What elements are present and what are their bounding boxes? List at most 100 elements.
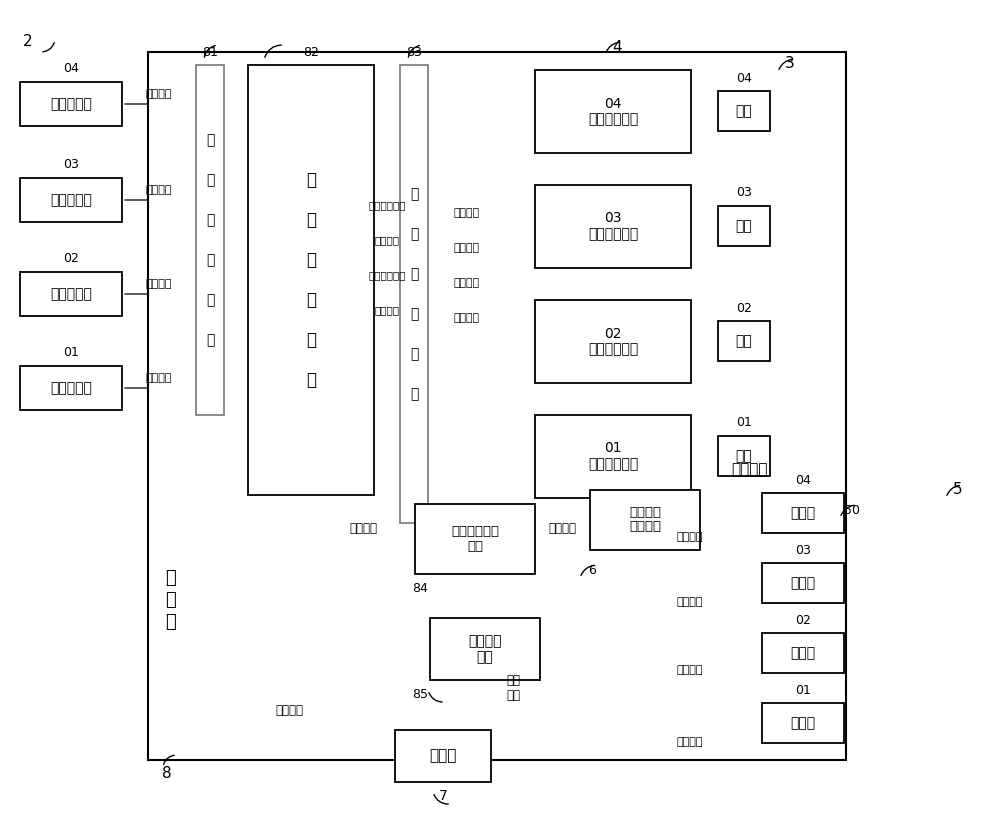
FancyBboxPatch shape [196, 65, 224, 415]
Text: 理: 理 [306, 291, 316, 309]
Text: 6: 6 [588, 564, 596, 577]
Text: 02: 02 [63, 253, 79, 266]
Text: 01: 01 [736, 416, 752, 429]
Text: 限位感应器: 限位感应器 [50, 97, 92, 111]
Text: 块: 块 [306, 371, 316, 389]
Text: 止挡执行装置: 止挡执行装置 [588, 457, 638, 471]
Text: 限位感应器: 限位感应器 [50, 381, 92, 395]
FancyBboxPatch shape [718, 436, 770, 476]
Text: 03: 03 [736, 187, 752, 200]
Text: 挡板指令: 挡板指令 [453, 243, 479, 253]
Text: 7: 7 [439, 789, 447, 803]
Text: 85: 85 [412, 687, 428, 700]
FancyBboxPatch shape [762, 633, 844, 673]
FancyBboxPatch shape [718, 91, 770, 131]
Text: 块: 块 [206, 333, 214, 347]
Text: 有板信号: 有板信号 [677, 532, 703, 542]
Text: 限位感应器: 限位感应器 [50, 287, 92, 301]
FancyBboxPatch shape [590, 490, 700, 550]
Text: 控: 控 [166, 569, 176, 587]
Text: 50: 50 [844, 504, 860, 516]
Text: 央: 央 [306, 211, 316, 229]
FancyBboxPatch shape [415, 504, 535, 574]
FancyBboxPatch shape [148, 52, 846, 760]
Text: 83: 83 [406, 46, 422, 59]
Text: 输送辊道: 输送辊道 [629, 506, 661, 519]
Text: 03: 03 [795, 543, 811, 556]
Text: 04: 04 [795, 474, 811, 487]
Text: 制: 制 [166, 591, 176, 609]
FancyBboxPatch shape [400, 65, 428, 523]
Text: 04: 04 [736, 71, 752, 84]
Text: 感应信号: 感应信号 [146, 185, 172, 195]
FancyBboxPatch shape [20, 272, 122, 316]
Text: 块: 块 [410, 387, 418, 401]
Text: 有板信号: 有板信号 [677, 737, 703, 747]
Text: 84: 84 [412, 582, 428, 595]
FancyBboxPatch shape [718, 206, 770, 246]
Text: 止: 止 [410, 187, 418, 201]
Text: 模: 模 [206, 293, 214, 307]
Text: 报警信号: 报警信号 [275, 703, 303, 717]
Text: 8: 8 [162, 766, 172, 780]
Text: 控: 控 [410, 267, 418, 281]
FancyBboxPatch shape [535, 70, 691, 153]
FancyBboxPatch shape [535, 300, 691, 383]
Text: 03: 03 [604, 212, 622, 226]
Text: 挡: 挡 [410, 227, 418, 241]
Text: 报警器: 报警器 [429, 748, 457, 763]
Text: 制: 制 [410, 307, 418, 321]
Text: 感应信号: 感应信号 [146, 279, 172, 289]
FancyBboxPatch shape [20, 82, 122, 126]
Text: 04: 04 [604, 97, 622, 110]
Text: 存: 存 [206, 213, 214, 227]
Text: 接: 接 [206, 133, 214, 147]
Text: 有板信号: 有板信号 [677, 665, 703, 675]
Text: 止挡执行装置: 止挡执行装置 [588, 113, 638, 127]
Text: 收: 收 [206, 173, 214, 187]
FancyBboxPatch shape [762, 703, 844, 743]
Text: 04: 04 [63, 62, 79, 75]
FancyBboxPatch shape [718, 321, 770, 361]
Text: 传感器: 传感器 [790, 506, 816, 520]
Text: 挡板完成: 挡板完成 [453, 208, 479, 218]
FancyBboxPatch shape [535, 185, 691, 268]
Text: 放板指令: 放板指令 [453, 313, 479, 323]
Text: 挡板信号: 挡板信号 [374, 235, 400, 245]
Text: 01: 01 [795, 684, 811, 696]
Text: 02: 02 [604, 326, 622, 340]
Text: 限位感应器: 限位感应器 [50, 193, 92, 207]
Text: 82: 82 [303, 46, 319, 59]
Text: 传感器: 传感器 [790, 576, 816, 590]
FancyBboxPatch shape [762, 563, 844, 603]
Text: 01: 01 [604, 442, 622, 456]
Text: 有板信号: 有板信号 [677, 597, 703, 607]
FancyBboxPatch shape [430, 618, 540, 680]
Text: 2: 2 [23, 34, 33, 50]
Text: 止挡: 止挡 [736, 104, 752, 118]
Text: 挡板完成信号: 挡板完成信号 [368, 200, 406, 210]
Text: 模块: 模块 [467, 540, 483, 553]
Text: 放板信号: 放板信号 [374, 305, 400, 315]
Text: 感应信号: 感应信号 [146, 89, 172, 99]
Text: 止挡: 止挡 [736, 334, 752, 348]
Text: 中: 中 [306, 171, 316, 189]
Text: 止挡执行装置: 止挡执行装置 [588, 227, 638, 241]
Text: 感应信号: 感应信号 [146, 373, 172, 383]
Text: 03: 03 [63, 159, 79, 172]
Text: 送板信号: 送板信号 [349, 523, 377, 536]
Text: 放板完成: 放板完成 [453, 278, 479, 288]
Text: 模块: 模块 [477, 650, 493, 664]
FancyBboxPatch shape [20, 366, 122, 410]
Text: 止挡: 止挡 [736, 219, 752, 233]
Text: 输送辊道: 输送辊道 [732, 462, 768, 478]
Text: 模: 模 [306, 331, 316, 349]
Text: 处: 处 [306, 251, 316, 269]
Text: 止挡执行装置: 止挡执行装置 [588, 343, 638, 357]
FancyBboxPatch shape [20, 178, 122, 222]
Text: 放板完成信号: 放板完成信号 [368, 270, 406, 280]
Text: 5: 5 [953, 483, 963, 497]
Text: 81: 81 [202, 46, 218, 59]
Text: 01: 01 [63, 347, 79, 359]
Text: 送板指令: 送板指令 [548, 523, 576, 536]
